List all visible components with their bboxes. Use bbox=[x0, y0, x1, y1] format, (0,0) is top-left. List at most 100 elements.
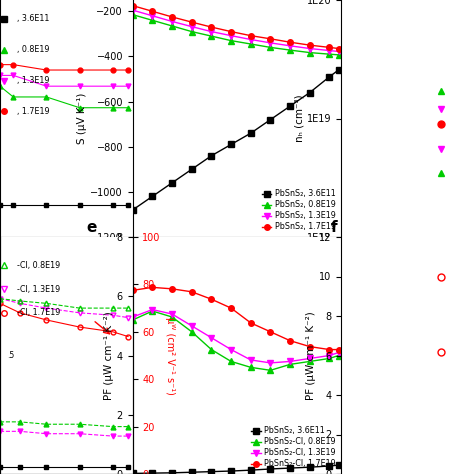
PbSnS₂-Cl, 1.3E19 bbox=[327, 353, 332, 358]
PbSnS₂, 1.3E19 bbox=[336, 49, 341, 55]
Y-axis label: PF (μW cm⁻¹ K⁻²): PF (μW cm⁻¹ K⁻²) bbox=[104, 311, 114, 400]
Text: , 1.3E19: , 1.3E19 bbox=[17, 76, 50, 85]
PbSnS₂, 3.6E11 bbox=[287, 103, 293, 109]
PbSnS₂, 1.3E19 bbox=[228, 33, 234, 38]
X-axis label: Temperature (K): Temperature (K) bbox=[189, 262, 285, 272]
PbSnS₂-Cl, 0.8E19 bbox=[150, 308, 155, 314]
PbSnS₂-Cl, 0.8E19 bbox=[268, 367, 273, 373]
PbSnS₂, 3.6E11 bbox=[248, 130, 254, 136]
PbSnS₂, 3.6E11 bbox=[130, 471, 136, 474]
PbSnS₂, 3.6E11 bbox=[307, 465, 313, 470]
PbSnS₂, 1.7E19 bbox=[327, 45, 332, 50]
PbSnS₂, 3.6E11 bbox=[336, 462, 341, 468]
PbSnS₂-Cl, 0.8E19 bbox=[169, 314, 175, 320]
PbSnS₂-Cl, 1.3E19 bbox=[169, 311, 175, 317]
PbSnS₂-Cl, 0.8E19 bbox=[228, 359, 234, 365]
PbSnS₂, 0.8E19 bbox=[189, 29, 195, 35]
PbSnS₂-Cl, 0.8E19 bbox=[336, 353, 341, 358]
PbSnS₂, 3.6E11 bbox=[228, 468, 234, 474]
PbSnS₂, 3.6E11 bbox=[327, 463, 332, 469]
PbSnS₂-Cl, 0.8E19 bbox=[287, 362, 293, 367]
Text: , 1.7E19: , 1.7E19 bbox=[17, 107, 50, 116]
Y-axis label: PF (μW cm⁻¹ K⁻²): PF (μW cm⁻¹ K⁻²) bbox=[306, 311, 317, 400]
Text: f: f bbox=[331, 219, 337, 235]
Text: -Cl, 1.3E19: -Cl, 1.3E19 bbox=[17, 285, 61, 293]
PbSnS₂-Cl, 1.7E19 bbox=[150, 284, 155, 290]
PbSnS₂, 1.3E19 bbox=[287, 43, 293, 49]
PbSnS₂, 1.3E19 bbox=[327, 48, 332, 54]
PbSnS₂, 1.7E19 bbox=[189, 19, 195, 25]
PbSnS₂, 0.8E19 bbox=[248, 41, 254, 47]
Line: PbSnS₂, 3.6E11: PbSnS₂, 3.6E11 bbox=[130, 462, 341, 474]
PbSnS₂, 3.6E11 bbox=[209, 469, 214, 474]
PbSnS₂, 1.7E19 bbox=[307, 42, 313, 48]
PbSnS₂, 3.6E11 bbox=[209, 153, 214, 159]
PbSnS₂, 1.7E19 bbox=[336, 46, 341, 51]
PbSnS₂, 0.8E19 bbox=[169, 23, 175, 29]
PbSnS₂, 3.6E11 bbox=[189, 166, 195, 172]
PbSnS₂-Cl, 1.7E19 bbox=[228, 305, 234, 311]
PbSnS₂, 3.6E11 bbox=[268, 117, 273, 122]
PbSnS₂, 3.6E11 bbox=[169, 180, 175, 186]
PbSnS₂, 1.7E19 bbox=[130, 3, 136, 9]
PbSnS₂-Cl, 1.3E19 bbox=[189, 323, 195, 329]
PbSnS₂-Cl, 0.8E19 bbox=[209, 347, 214, 353]
PbSnS₂, 1.3E19 bbox=[130, 7, 136, 13]
PbSnS₂-Cl, 1.3E19 bbox=[248, 357, 254, 363]
PbSnS₂, 1.7E19 bbox=[209, 24, 214, 30]
PbSnS₂, 3.6E11 bbox=[248, 467, 254, 473]
PbSnS₂-Cl, 0.8E19 bbox=[189, 329, 195, 335]
Y-axis label: μᵂ (cm² V⁻¹ s⁻¹): μᵂ (cm² V⁻¹ s⁻¹) bbox=[164, 317, 175, 394]
PbSnS₂, 3.6E11 bbox=[307, 90, 313, 95]
PbSnS₂-Cl, 1.3E19 bbox=[130, 314, 136, 320]
PbSnS₂, 1.3E19 bbox=[209, 29, 214, 35]
PbSnS₂, 3.6E11 bbox=[268, 466, 273, 472]
PbSnS₂, 3.6E11 bbox=[228, 142, 234, 147]
Legend: PbSnS₂, 3.6E11, PbSnS₂, 0.8E19, PbSnS₂, 1.3E19, PbSnS₂, 1.7E19: PbSnS₂, 3.6E11, PbSnS₂, 0.8E19, PbSnS₂, … bbox=[260, 188, 337, 233]
Line: PbSnS₂-Cl, 1.7E19: PbSnS₂-Cl, 1.7E19 bbox=[130, 284, 341, 352]
PbSnS₂, 0.8E19 bbox=[287, 47, 293, 53]
PbSnS₂, 3.6E11 bbox=[130, 207, 136, 213]
PbSnS₂-Cl, 0.8E19 bbox=[327, 356, 332, 361]
PbSnS₂, 0.8E19 bbox=[209, 33, 214, 39]
Text: -Cl, 0.8E19: -Cl, 0.8E19 bbox=[17, 261, 61, 270]
PbSnS₂, 3.6E11 bbox=[150, 470, 155, 474]
PbSnS₂, 3.6E11 bbox=[169, 470, 175, 474]
PbSnS₂, 0.8E19 bbox=[150, 18, 155, 23]
PbSnS₂, 1.3E19 bbox=[268, 40, 273, 46]
Line: PbSnS₂, 3.6E11: PbSnS₂, 3.6E11 bbox=[130, 67, 341, 213]
PbSnS₂, 1.7E19 bbox=[228, 29, 234, 35]
PbSnS₂-Cl, 1.3E19 bbox=[287, 359, 293, 365]
PbSnS₂-Cl, 1.7E19 bbox=[189, 289, 195, 295]
PbSnS₂, 3.6E11 bbox=[327, 74, 332, 80]
PbSnS₂-Cl, 1.7E19 bbox=[209, 296, 214, 302]
PbSnS₂, 1.7E19 bbox=[268, 36, 273, 42]
PbSnS₂-Cl, 1.3E19 bbox=[268, 360, 273, 366]
PbSnS₂, 3.6E11 bbox=[336, 67, 341, 73]
PbSnS₂, 1.7E19 bbox=[150, 9, 155, 14]
Text: .5: .5 bbox=[7, 351, 14, 360]
PbSnS₂-Cl, 1.7E19 bbox=[327, 347, 332, 353]
Text: , 3.6E11: , 3.6E11 bbox=[17, 15, 50, 23]
PbSnS₂-Cl, 1.3E19 bbox=[209, 335, 214, 341]
PbSnS₂-Cl, 1.3E19 bbox=[150, 307, 155, 312]
PbSnS₂-Cl, 0.8E19 bbox=[130, 317, 136, 323]
PbSnS₂-Cl, 1.7E19 bbox=[307, 344, 313, 349]
PbSnS₂, 1.3E19 bbox=[189, 24, 195, 29]
Line: PbSnS₂, 1.3E19: PbSnS₂, 1.3E19 bbox=[130, 8, 341, 54]
PbSnS₂-Cl, 1.7E19 bbox=[130, 287, 136, 293]
PbSnS₂, 1.7E19 bbox=[287, 39, 293, 45]
PbSnS₂, 0.8E19 bbox=[268, 45, 273, 50]
PbSnS₂-Cl, 1.7E19 bbox=[268, 329, 273, 335]
PbSnS₂, 3.6E11 bbox=[287, 465, 293, 471]
PbSnS₂-Cl, 1.3E19 bbox=[336, 350, 341, 356]
Line: PbSnS₂, 1.7E19: PbSnS₂, 1.7E19 bbox=[130, 3, 341, 51]
Y-axis label: S (μV K⁻¹): S (μV K⁻¹) bbox=[77, 93, 88, 144]
PbSnS₂-Cl, 1.7E19 bbox=[287, 338, 293, 344]
PbSnS₂, 1.3E19 bbox=[248, 36, 254, 42]
PbSnS₂, 0.8E19 bbox=[336, 52, 341, 58]
PbSnS₂, 1.7E19 bbox=[169, 14, 175, 20]
Legend: PbSnS₂, 3.6E11, PbSnS₂-Cl, 0.8E19, PbSnS₂-Cl, 1.3E19, PbSnS₂-Cl, 1.7E19: PbSnS₂, 3.6E11, PbSnS₂-Cl, 0.8E19, PbSnS… bbox=[249, 425, 337, 470]
PbSnS₂, 0.8E19 bbox=[307, 50, 313, 55]
PbSnS₂, 0.8E19 bbox=[228, 38, 234, 44]
